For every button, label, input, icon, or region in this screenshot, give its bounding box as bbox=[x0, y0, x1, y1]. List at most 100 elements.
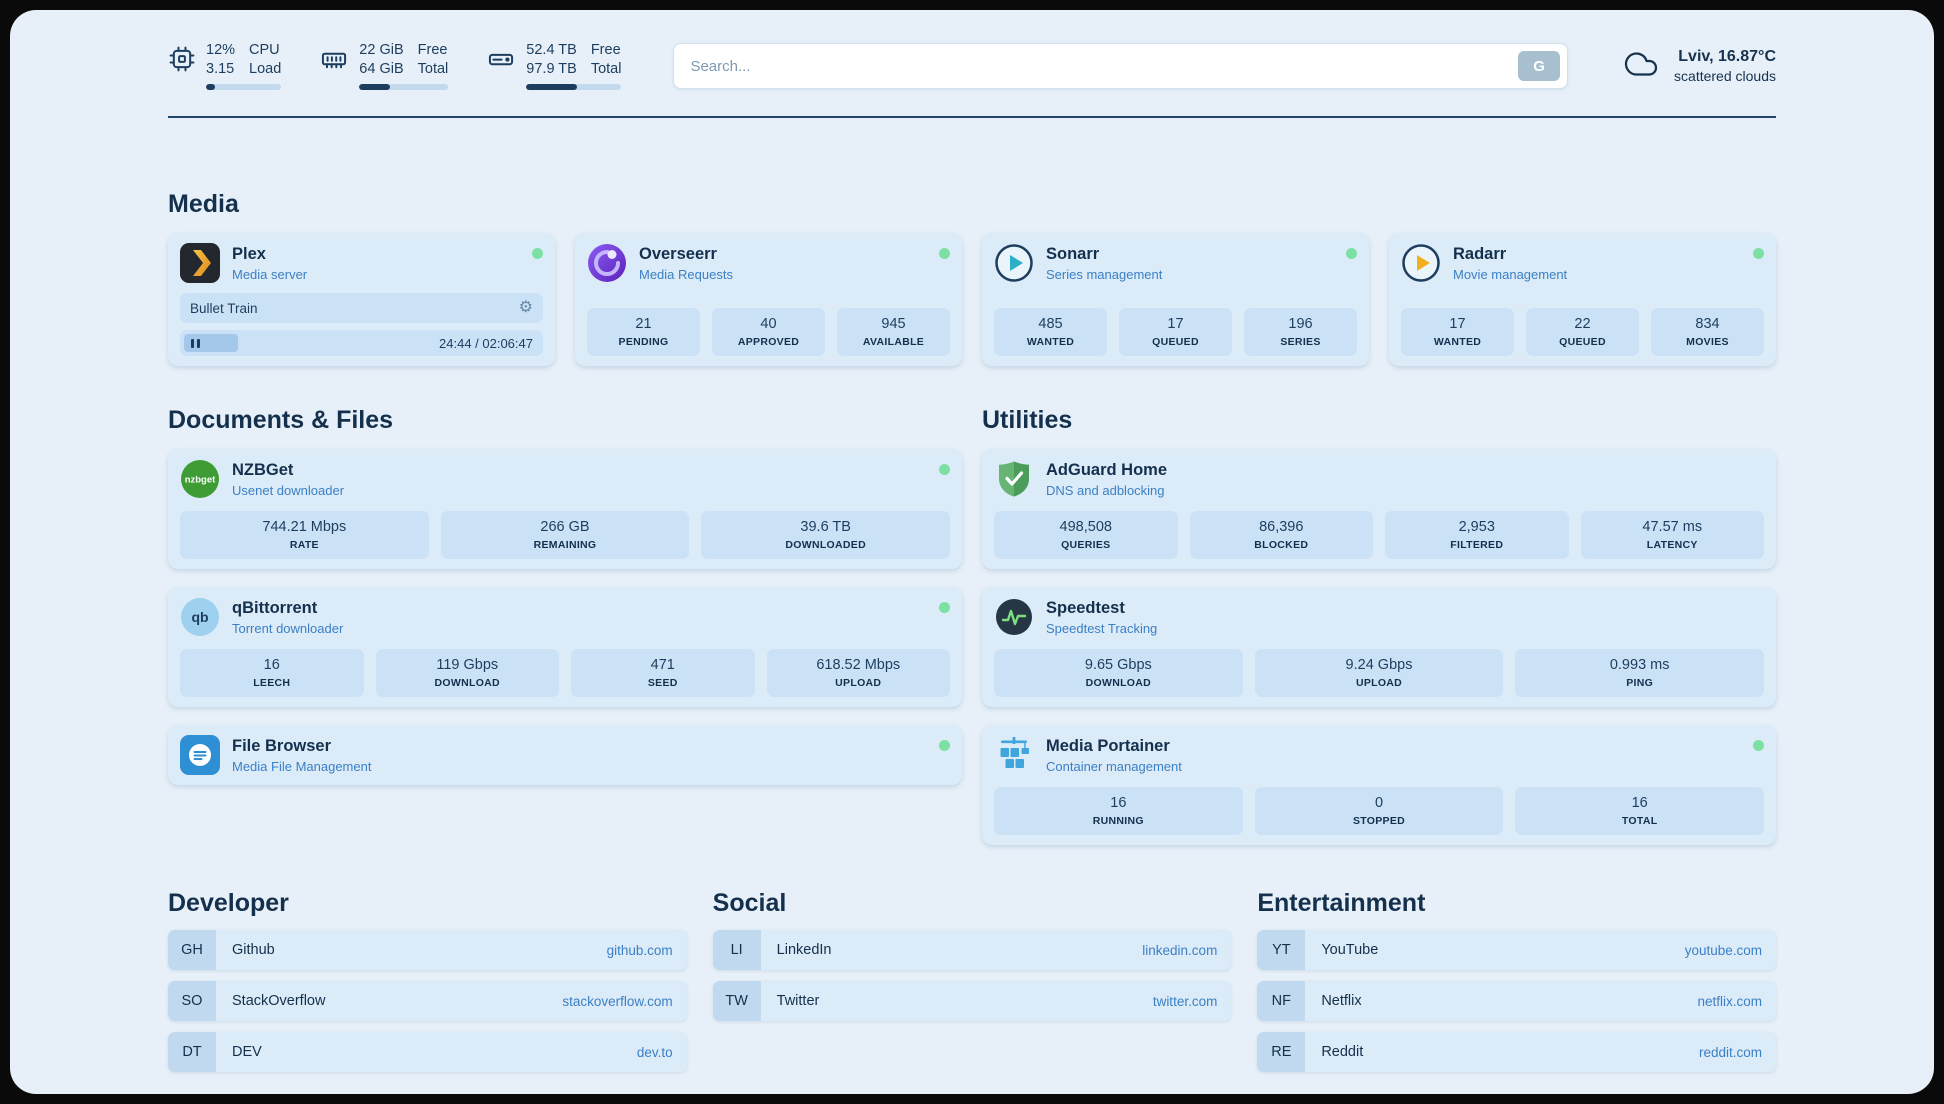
bookmark-row-twitter[interactable]: TW Twitter twitter.com bbox=[712, 981, 1232, 1021]
service-name: NZBGet bbox=[232, 460, 294, 479]
top-bar: 12% CPU 3.15 Load bbox=[168, 42, 1776, 90]
service-card-qbittorrent[interactable]: qb qBittorrent Torrent downloader bbox=[168, 587, 962, 707]
bookmark-abbr: DT bbox=[168, 1032, 216, 1072]
stat-label: FILTERED bbox=[1450, 539, 1504, 551]
stat-label: PENDING bbox=[618, 336, 669, 348]
bookmark-row-github[interactable]: GH Github github.com bbox=[168, 930, 687, 970]
stat-block: 498,508 QUERIES bbox=[994, 511, 1178, 559]
stat-label: SERIES bbox=[1280, 336, 1321, 348]
status-dot bbox=[532, 248, 543, 259]
bookmark-name: LinkedIn bbox=[776, 942, 832, 958]
stat-block: 945 AVAILABLE bbox=[837, 308, 950, 356]
stat-label: AVAILABLE bbox=[862, 336, 925, 348]
stat-value: 945 bbox=[881, 316, 906, 332]
disk-widget: 52.4 TB Free 97.9 TB Total bbox=[486, 42, 622, 90]
bookmark-row-linkedin[interactable]: LI LinkedIn linkedin.com bbox=[712, 930, 1232, 970]
stat-block: 16 RUNNING bbox=[994, 787, 1243, 835]
bookmark-row-reddit[interactable]: RE Reddit reddit.com bbox=[1257, 1032, 1776, 1072]
now-playing-title: Bullet Train bbox=[190, 300, 258, 316]
memory-progress-fill bbox=[359, 84, 391, 90]
disk-progress-bar bbox=[526, 84, 622, 90]
service-subtitle: Speedtest Tracking bbox=[1046, 620, 1158, 636]
service-card-overseerr[interactable]: Overseerr Media Requests 21 PENDING 40 A… bbox=[575, 233, 962, 366]
bookmark-url: dev.to bbox=[636, 1044, 673, 1060]
search-provider-button[interactable]: G bbox=[1518, 51, 1561, 81]
stat-value: 618.52 Mbps bbox=[816, 657, 901, 673]
memory-icon bbox=[319, 45, 349, 78]
service-card-speedtest[interactable]: Speedtest Speedtest Tracking 9.65 Gbps D… bbox=[982, 587, 1776, 707]
service-subtitle: Movie management bbox=[1453, 266, 1568, 282]
stat-block: 9.24 Gbps UPLOAD bbox=[1254, 649, 1504, 697]
svg-text:qb: qb bbox=[191, 609, 208, 625]
stat-value: 17 bbox=[1449, 316, 1466, 332]
bookmark-url: twitter.com bbox=[1152, 993, 1218, 1009]
stat-block: 744.21 Mbps RATE bbox=[180, 511, 429, 559]
stat-block: 22 QUEUED bbox=[1526, 308, 1639, 356]
search-input[interactable] bbox=[674, 57, 1568, 75]
cpu-icon bbox=[168, 45, 196, 78]
stat-value: 16 bbox=[263, 657, 280, 673]
stat-value: 498,508 bbox=[1059, 519, 1112, 535]
stat-label: QUERIES bbox=[1061, 539, 1111, 551]
stat-value: 17 bbox=[1167, 316, 1184, 332]
status-dot bbox=[939, 602, 950, 613]
stat-label: RUNNING bbox=[1092, 815, 1144, 827]
section-title-entertainment: Entertainment bbox=[1257, 889, 1426, 917]
stat-block: 2,953 FILTERED bbox=[1385, 511, 1569, 559]
stat-value: 9.65 Gbps bbox=[1084, 657, 1152, 673]
bookmark-row-dev[interactable]: DT DEV dev.to bbox=[168, 1032, 687, 1072]
cloud-icon bbox=[1620, 46, 1662, 87]
service-card-sonarr[interactable]: Sonarr Series management 485 WANTED 17 Q… bbox=[982, 233, 1369, 366]
stat-label: STOPPED bbox=[1352, 815, 1406, 827]
service-card-nzbget[interactable]: nzbget NZBGet Usenet downloader 74 bbox=[168, 449, 962, 569]
service-card-plex[interactable]: Plex Media server Bullet Train ⚙ 24:44 /… bbox=[168, 233, 555, 366]
memory-progress-bar bbox=[359, 84, 449, 90]
pause-button[interactable] bbox=[184, 334, 238, 352]
stat-value: 21 bbox=[635, 316, 652, 332]
stat-value: 40 bbox=[760, 316, 777, 332]
section-title-utilities: Utilities bbox=[982, 406, 1073, 434]
stat-block: 485 WANTED bbox=[994, 308, 1107, 356]
gear-icon[interactable]: ⚙ bbox=[518, 299, 533, 316]
stat-block: 9.65 Gbps DOWNLOAD bbox=[994, 649, 1243, 697]
stat-value: 471 bbox=[650, 657, 675, 673]
service-card-adguard[interactable]: AdGuard Home DNS and adblocking 498,508 … bbox=[982, 449, 1776, 569]
service-subtitle: Media File Management bbox=[232, 758, 372, 774]
service-card-filebrowser[interactable]: File Browser Media File Management bbox=[168, 725, 962, 785]
svg-text:nzbget: nzbget bbox=[185, 475, 216, 486]
disk-free-label: Free bbox=[590, 42, 621, 58]
stat-label: PING bbox=[1626, 677, 1654, 689]
weather-location: Lviv, 16.87°C bbox=[1678, 48, 1776, 65]
nzbget-icon: nzbget bbox=[180, 459, 220, 499]
stat-value: 39.6 TB bbox=[800, 519, 851, 535]
cpu-usage-value: 12% bbox=[206, 42, 236, 58]
disk-icon bbox=[486, 45, 516, 78]
service-name: qBittorrent bbox=[232, 598, 318, 617]
cpu-widget: 12% CPU 3.15 Load bbox=[168, 42, 282, 90]
stat-label: APPROVED bbox=[737, 336, 800, 348]
bookmark-row-stackoverflow[interactable]: SO StackOverflow stackoverflow.com bbox=[168, 981, 687, 1021]
section-title-social: Social bbox=[712, 889, 787, 917]
stat-block: 16 TOTAL bbox=[1515, 787, 1765, 835]
stat-block: 40 APPROVED bbox=[712, 308, 825, 356]
bookmark-group-developer: Developer GH Github github.com SO StackO… bbox=[168, 889, 687, 1072]
qbittorrent-icon: qb bbox=[180, 597, 220, 637]
service-card-radarr[interactable]: Radarr Movie management 17 WANTED 22 QUE… bbox=[1389, 233, 1776, 366]
disk-total-label: Total bbox=[590, 61, 622, 77]
stat-block: 471 SEED bbox=[571, 649, 755, 697]
service-name: Plex bbox=[232, 244, 266, 263]
bookmark-group-social: Social LI LinkedIn linkedin.com TW Twitt… bbox=[712, 889, 1232, 1072]
now-playing-row: Bullet Train ⚙ bbox=[180, 293, 543, 323]
stat-label: LATENCY bbox=[1646, 539, 1698, 551]
bookmark-row-netflix[interactable]: NF Netflix netflix.com bbox=[1257, 981, 1776, 1021]
bookmark-row-youtube[interactable]: YT YouTube youtube.com bbox=[1257, 930, 1776, 970]
memory-total-label: Total bbox=[417, 61, 449, 77]
status-dot bbox=[939, 740, 950, 751]
bookmark-abbr: RE bbox=[1257, 1032, 1306, 1072]
stat-value: 196 bbox=[1288, 316, 1313, 332]
adguard-icon bbox=[994, 459, 1034, 499]
stat-label: BLOCKED bbox=[1254, 539, 1309, 551]
bookmark-url: github.com bbox=[606, 942, 673, 958]
service-card-portainer[interactable]: Media Portainer Container management 16 … bbox=[982, 725, 1776, 845]
now-playing-time: 24:44 / 02:06:47 bbox=[439, 335, 533, 351]
